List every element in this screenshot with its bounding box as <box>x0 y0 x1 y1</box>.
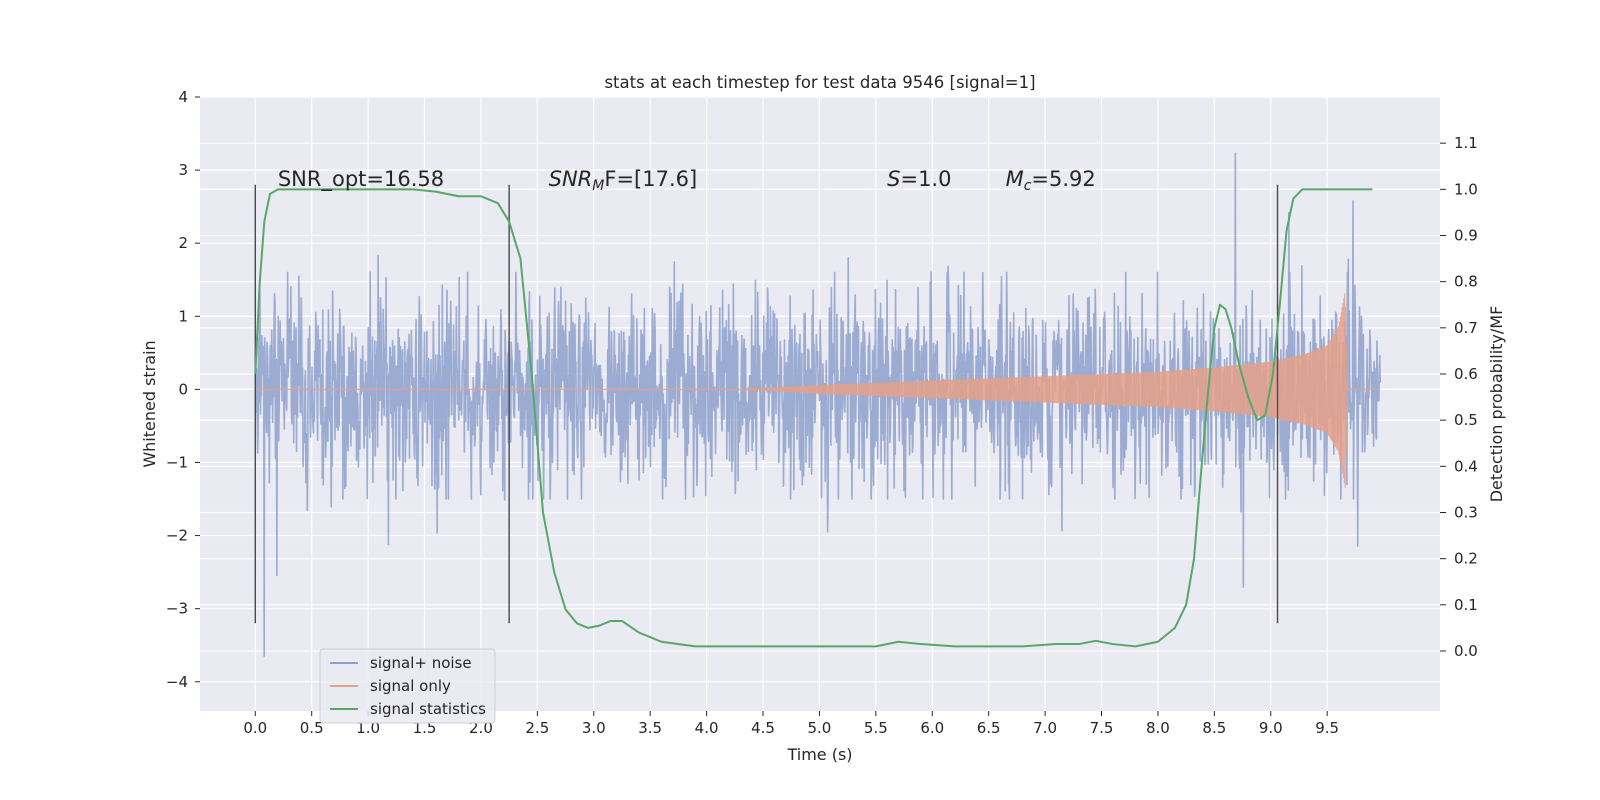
x-tick-label: 7.0 <box>1033 719 1057 737</box>
series-signal-plus-noise <box>254 152 1381 657</box>
y2-tick-label: 1.0 <box>1454 180 1478 198</box>
x-tick-label: 5.0 <box>808 719 832 737</box>
x-tick-label: 9.5 <box>1315 719 1339 737</box>
x-tick-label: 4.5 <box>751 719 775 737</box>
y2-tick-label: 0.2 <box>1454 550 1478 568</box>
x-tick-label: 5.5 <box>864 719 888 737</box>
y2-tick-label: 0.0 <box>1454 642 1478 660</box>
y2-tick-label: 0.1 <box>1454 596 1478 614</box>
legend-box <box>319 648 496 724</box>
y-tick-label: 1 <box>178 307 188 325</box>
legend-label-signal-only: signal only <box>370 677 451 695</box>
y-tick-label: 2 <box>178 234 188 252</box>
x-tick-label: 3.0 <box>582 719 606 737</box>
vertical-markers <box>254 184 1279 624</box>
y2-axis-label: Detection probability/MF <box>1487 306 1506 503</box>
y-tick-label: 3 <box>178 161 188 179</box>
y-axis-label: Whitened strain <box>140 340 159 467</box>
y-tick-label: 4 <box>178 88 188 106</box>
x-tick-label: 0.5 <box>300 719 324 737</box>
y2-tick-label: 0.4 <box>1454 457 1478 475</box>
x-tick-label: 6.0 <box>920 719 944 737</box>
y2-tick-label: 0.7 <box>1454 319 1478 337</box>
legend-label-signal-statistics: signal statistics <box>370 700 486 718</box>
y-tick-label: −3 <box>166 600 188 618</box>
x-tick-label: 8.5 <box>1202 719 1226 737</box>
y2-tick-label: 0.6 <box>1454 365 1478 383</box>
x-tick-label: 2.5 <box>525 719 549 737</box>
x-tick-label: 3.5 <box>638 719 662 737</box>
chart-title: stats at each timestep for test data 954… <box>604 73 1035 92</box>
x-tick-label: 0.0 <box>243 719 267 737</box>
x-tick-label: 4.0 <box>695 719 719 737</box>
x-axis-label: Time (s) <box>786 745 852 764</box>
x-tick-label: 7.5 <box>1090 719 1114 737</box>
noise-trace <box>254 152 1381 657</box>
series-signal-statistics <box>254 188 1373 648</box>
chirp-trace <box>255 293 1381 488</box>
x-tick-label: 6.5 <box>977 719 1001 737</box>
annotation-1: SNRMF=[17.6] <box>549 167 698 194</box>
annotation-3: Mc=5.92 <box>1006 167 1096 194</box>
y2-tick-label: 1.1 <box>1454 134 1478 152</box>
legend: signal+ noise signal only signal statist… <box>319 648 496 724</box>
statistics-trace <box>254 188 1373 648</box>
y2-tick-label: 0.8 <box>1454 273 1478 291</box>
axes: 0.0 0.5 1.0 1.5 2.0 2.5 3.0 3.5 4.0 4.5 5.0 5.5 6.0 6… <box>166 88 1478 737</box>
annotation-2: S=1.0 <box>887 167 951 191</box>
x-tick-label: 9.0 <box>1259 719 1283 737</box>
y2-tick-label: 0.9 <box>1454 226 1478 244</box>
y-tick-label: −4 <box>166 673 188 691</box>
x-tick-label: 8.0 <box>1146 719 1170 737</box>
legend-label-signal-plus-noise: signal+ noise <box>370 654 472 672</box>
y-tick-label: −2 <box>166 527 188 545</box>
y-tick-label: 0 <box>178 380 188 398</box>
y2-tick-label: 0.5 <box>1454 411 1478 429</box>
annotation-0: SNR_opt=16.58 <box>278 167 444 192</box>
y-tick-label: −1 <box>166 453 188 471</box>
annotations: SNR_opt=16.58 SNRMF=[17.6] S=1.0 Mc=5.92 <box>278 167 1096 194</box>
series-signal-only <box>255 293 1381 488</box>
y2-tick-label: 0.3 <box>1454 503 1478 521</box>
